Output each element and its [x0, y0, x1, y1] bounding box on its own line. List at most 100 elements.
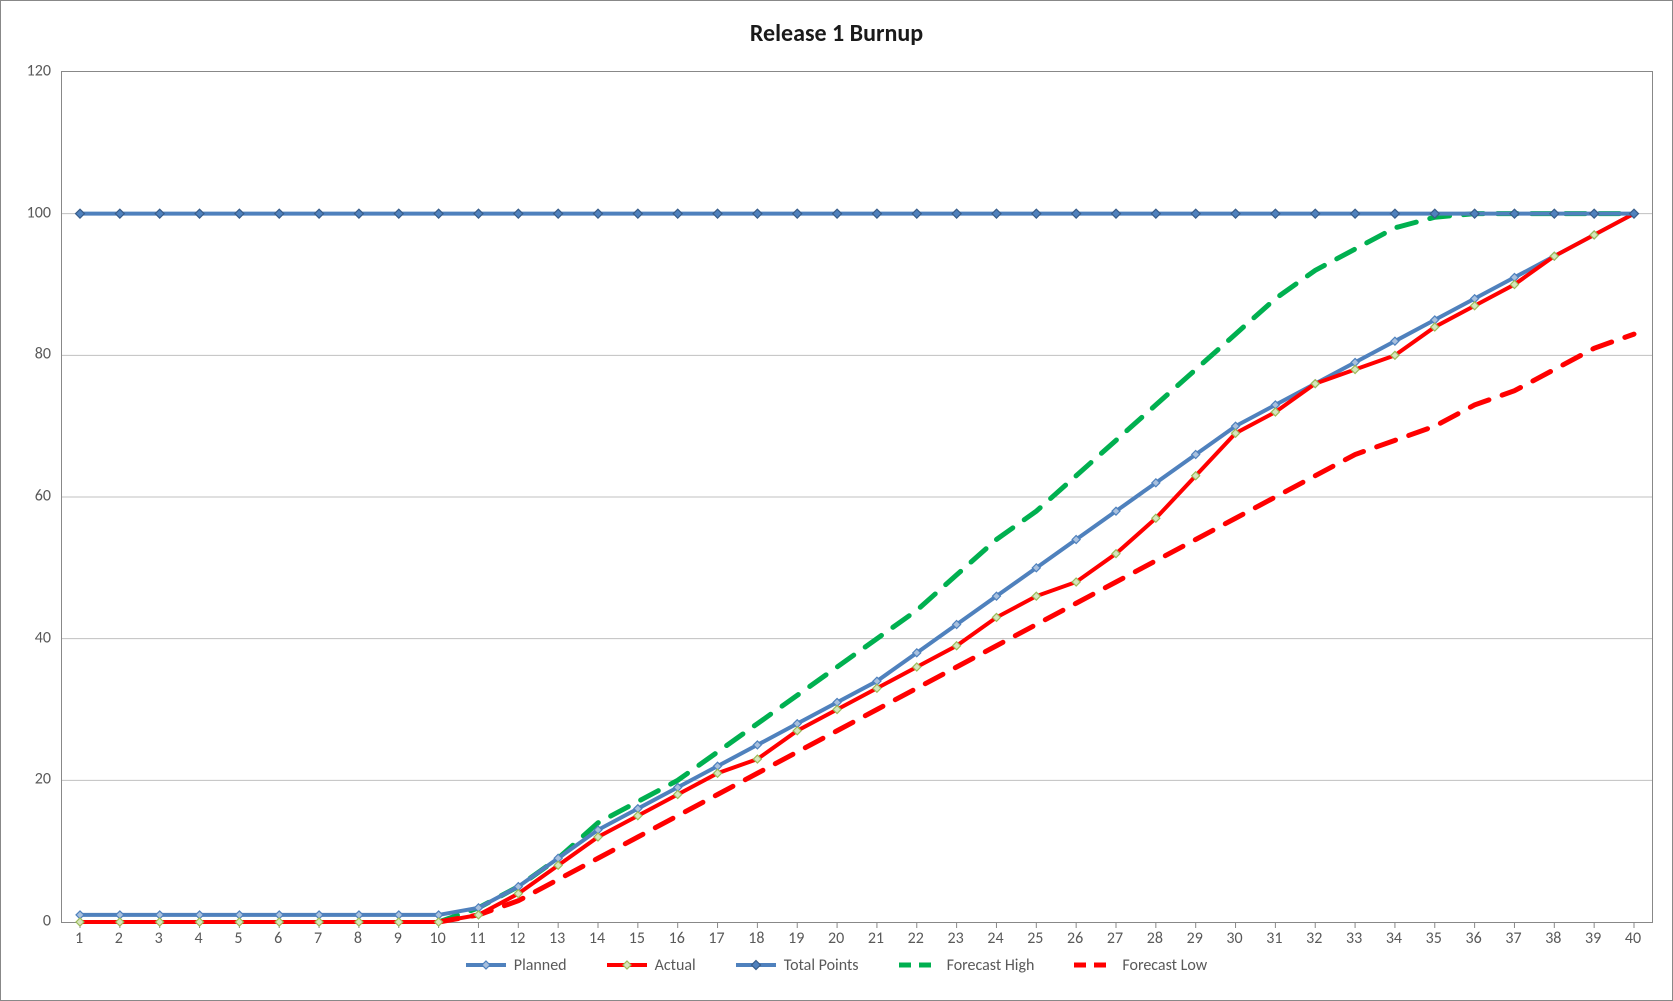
- legend-item: Total Points: [736, 955, 859, 975]
- x-tick-label: 5: [234, 929, 242, 948]
- x-tick-label: 30: [1226, 929, 1242, 948]
- y-tick-label: 100: [27, 203, 51, 222]
- x-tick-label: 10: [430, 929, 446, 948]
- plot-area: [61, 71, 1653, 923]
- series-marker: [354, 209, 363, 218]
- series-marker: [952, 209, 961, 218]
- series-marker: [554, 209, 563, 218]
- series-marker: [434, 209, 443, 218]
- x-tick-label: 20: [828, 929, 844, 948]
- x-tick-label: 40: [1625, 929, 1641, 948]
- x-tick-label: 18: [748, 929, 764, 948]
- series-marker: [1151, 209, 1160, 218]
- series-marker: [1191, 209, 1200, 218]
- x-tick-label: 21: [868, 929, 884, 948]
- series-marker: [872, 209, 881, 218]
- series-line: [80, 214, 1634, 922]
- legend: Planned Actual Total Points Forecast High Fo…: [1, 955, 1672, 975]
- series-marker: [1351, 209, 1360, 218]
- legend-label: Forecast High: [947, 956, 1035, 975]
- y-tick-label: 120: [27, 62, 51, 81]
- legend-swatch: [736, 955, 776, 975]
- series-marker: [514, 209, 523, 218]
- plot-svg: [62, 72, 1652, 922]
- series-marker: [1032, 209, 1041, 218]
- series-marker: [1390, 209, 1399, 218]
- y-tick-label: 60: [35, 487, 51, 506]
- series-marker: [196, 918, 204, 926]
- y-tick-label: 20: [35, 770, 51, 789]
- x-tick-label: 3: [155, 929, 163, 948]
- series-marker: [713, 209, 722, 218]
- y-tick-label: 0: [43, 912, 51, 931]
- series-marker: [394, 209, 403, 218]
- x-tick-label: 7: [314, 929, 322, 948]
- legend-item: Planned: [466, 955, 567, 975]
- series-marker: [633, 209, 642, 218]
- series-marker: [76, 209, 85, 218]
- x-tick-label: 13: [549, 929, 565, 948]
- series-line: [439, 334, 1634, 922]
- x-tick-label: 25: [1027, 929, 1043, 948]
- x-tick-label: 8: [354, 929, 362, 948]
- series-marker: [1470, 209, 1479, 218]
- series-marker: [115, 209, 124, 218]
- x-tick-label: 33: [1346, 929, 1362, 948]
- series-marker: [315, 918, 323, 926]
- series-marker: [275, 209, 284, 218]
- x-tick-label: 28: [1147, 929, 1163, 948]
- series-marker: [793, 209, 802, 218]
- x-tick-label: 29: [1187, 929, 1203, 948]
- x-tick-label: 14: [589, 929, 605, 948]
- legend-item: Forecast Low: [1074, 955, 1207, 975]
- x-tick-label: 23: [948, 929, 964, 948]
- series-marker: [1510, 209, 1519, 218]
- legend-label: Total Points: [784, 956, 859, 975]
- x-tick-label: 6: [274, 929, 282, 948]
- burnup-chart: Release 1 Burnup 020406080100120 1234567…: [0, 0, 1673, 1001]
- x-tick-label: 9: [394, 929, 402, 948]
- x-tick-label: 1: [75, 929, 83, 948]
- series-marker: [833, 209, 842, 218]
- x-tick-label: 34: [1386, 929, 1402, 948]
- series-line: [80, 214, 1634, 915]
- series-marker: [275, 918, 283, 926]
- x-tick-label: 12: [509, 929, 525, 948]
- legend-swatch: [899, 955, 939, 975]
- series-marker: [474, 209, 483, 218]
- x-tick-label: 11: [469, 929, 485, 948]
- series-marker: [156, 918, 164, 926]
- legend-swatch: [466, 955, 506, 975]
- x-tick-label: 15: [629, 929, 645, 948]
- legend-swatch: [1074, 955, 1114, 975]
- series-marker: [673, 209, 682, 218]
- x-tick-label: 26: [1067, 929, 1083, 948]
- legend-item: Forecast High: [899, 955, 1035, 975]
- x-tick-label: 24: [987, 929, 1003, 948]
- series-marker: [155, 209, 164, 218]
- x-tick-label: 37: [1505, 929, 1521, 948]
- series-marker: [1311, 209, 1320, 218]
- series-marker: [235, 209, 244, 218]
- legend-label: Actual: [655, 956, 696, 975]
- series-marker: [1271, 209, 1280, 218]
- y-tick-label: 40: [35, 628, 51, 647]
- series-marker: [992, 209, 1001, 218]
- series-marker: [235, 918, 243, 926]
- series-marker: [315, 209, 324, 218]
- legend-label: Forecast Low: [1122, 956, 1207, 975]
- x-tick-label: 27: [1107, 929, 1123, 948]
- legend-swatch: [607, 955, 647, 975]
- series-marker: [355, 918, 363, 926]
- x-tick-label: 16: [669, 929, 685, 948]
- series-marker: [1590, 209, 1599, 218]
- series-marker: [1550, 209, 1559, 218]
- series-marker: [76, 918, 84, 926]
- x-tick-label: 38: [1545, 929, 1561, 948]
- y-tick-label: 80: [35, 345, 51, 364]
- x-tick-label: 36: [1466, 929, 1482, 948]
- x-tick-label: 32: [1306, 929, 1322, 948]
- x-tick-label: 22: [908, 929, 924, 948]
- x-tick-label: 2: [115, 929, 123, 948]
- legend-label: Planned: [514, 956, 567, 975]
